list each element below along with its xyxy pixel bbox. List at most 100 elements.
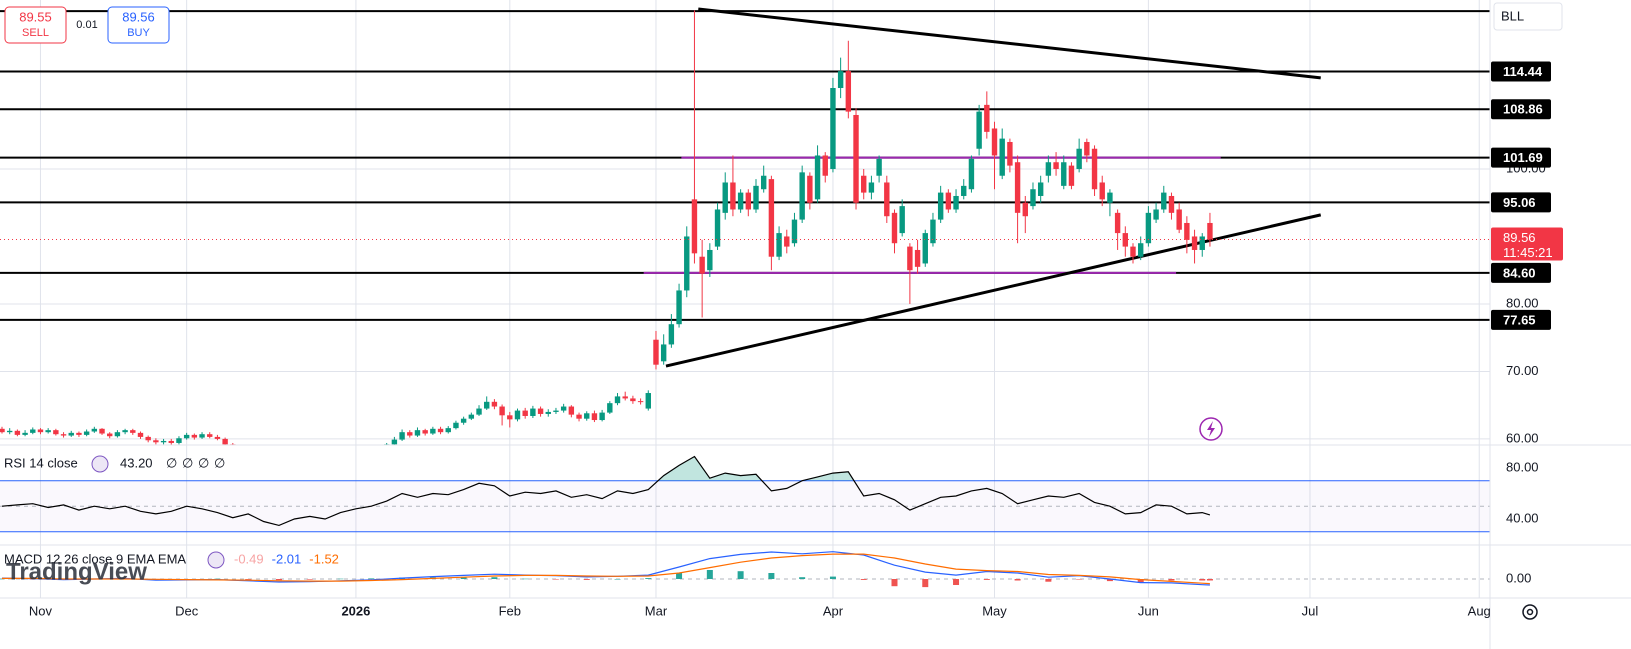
- candle-body: [637, 401, 644, 403]
- x-tick-label: Nov: [29, 603, 53, 618]
- level-label-box: [1491, 61, 1551, 82]
- candle-body: [1122, 233, 1129, 247]
- candle-body: [0, 428, 5, 433]
- candle-body: [145, 436, 151, 441]
- candle-body: [1045, 162, 1052, 176]
- candle-body: [1037, 182, 1044, 196]
- candle-body: [968, 158, 975, 190]
- candle-body: [238, 448, 243, 451]
- candle-body: [414, 430, 421, 436]
- level-label: 108.86: [1503, 102, 1543, 117]
- candle-body: [876, 158, 882, 176]
- last-price-label: 89.56: [1503, 230, 1536, 245]
- buy-button[interactable]: [107, 6, 170, 44]
- macd-histogram-bar: [1014, 579, 1021, 581]
- candle-body: [814, 155, 821, 200]
- candle-body: [1176, 209, 1182, 230]
- rsi-extra-label: ∅: [166, 455, 177, 470]
- macd-histogram-bar: [1076, 579, 1083, 580]
- candle-body: [491, 401, 498, 407]
- candle-body: [176, 438, 182, 443]
- candle-body: [937, 192, 944, 220]
- x-tick-label: May: [982, 603, 1007, 618]
- macd-histogram-bar: [368, 578, 375, 580]
- candle-body: [907, 246, 913, 271]
- macd-histogram-bar: [583, 579, 590, 580]
- candle-body: [130, 430, 136, 433]
- candle-body: [1199, 236, 1205, 250]
- candle-body: [168, 440, 174, 443]
- candle-body: [468, 414, 475, 419]
- level-label: 95.06: [1503, 195, 1536, 210]
- candle-body: [530, 408, 536, 416]
- candle-body: [437, 428, 444, 433]
- candle-body: [837, 71, 844, 89]
- candle-body: [338, 450, 343, 452]
- candle-body: [207, 434, 213, 437]
- candle-body: [599, 412, 605, 421]
- candle-body: [1107, 192, 1113, 203]
- candle-body: [153, 440, 159, 443]
- candle-body: [269, 453, 274, 455]
- candle-body: [261, 452, 266, 455]
- candle-body: [691, 199, 698, 254]
- macd-title: MACD 12 26 close 9 EMA EMA: [4, 551, 186, 566]
- y-tick-label: 80.00: [1506, 459, 1539, 474]
- candle-body: [1184, 222, 1190, 240]
- candle-body: [183, 434, 190, 439]
- candle-body: [737, 192, 744, 210]
- price-pane: [0, 7, 1490, 456]
- buy-label: BUY: [127, 27, 150, 39]
- candle-body: [776, 233, 782, 257]
- macd-histogram-bar: [1106, 579, 1113, 582]
- candle-body: [484, 401, 490, 409]
- sell-label: SELL: [22, 27, 49, 39]
- y-tick-label: 0.00: [1506, 570, 1531, 585]
- candle-body: [1084, 141, 1090, 156]
- candle-body: [868, 182, 875, 193]
- candle-body: [553, 410, 559, 412]
- symbol: BLL: [1501, 8, 1524, 23]
- x-tick-label: Mar: [645, 603, 668, 618]
- candle-body: [930, 219, 936, 244]
- candle-body: [522, 410, 528, 416]
- candle-body: [1061, 162, 1067, 186]
- macd-histogram-bar: [522, 578, 529, 580]
- candle-body: [991, 128, 998, 156]
- candle-body: [591, 413, 598, 421]
- candle-body: [730, 182, 736, 210]
- countdown-label: 11:45:21: [1503, 245, 1553, 260]
- level-label-box: [1491, 99, 1551, 120]
- rsi-extra-label: ∅: [214, 455, 225, 470]
- candle-body: [253, 449, 258, 452]
- sell-button[interactable]: [4, 6, 67, 44]
- candle-body: [976, 111, 982, 149]
- symbol-box[interactable]: [1493, 2, 1563, 31]
- candle-body: [861, 175, 867, 193]
- candle-body: [376, 447, 381, 449]
- macd-histogram-bar: [245, 579, 252, 580]
- settings-icon[interactable]: [1522, 604, 1538, 620]
- candle-body: [199, 434, 205, 438]
- macd-histogram-bar: [614, 579, 621, 580]
- macd-histogram-bar: [491, 577, 498, 580]
- candle-body: [753, 185, 759, 210]
- axis-layer: Nov Dec 2026 Feb Mar Apr May Jun Jul Aug 60.00 70.0…: [29, 61, 1563, 618]
- candle-body: [745, 192, 752, 210]
- y-tick-label: 40.00: [1506, 510, 1539, 525]
- indicator-icon[interactable]: [207, 551, 225, 569]
- candle-body: [622, 396, 628, 399]
- macd-histogram-bar: [1168, 579, 1175, 581]
- macd-histogram-bar: [891, 579, 898, 587]
- candle-body: [214, 436, 221, 439]
- indicator-icon[interactable]: [91, 455, 109, 473]
- macd-histogram-bar: [1206, 579, 1213, 581]
- candle-body: [760, 175, 767, 190]
- candle-body: [853, 114, 859, 203]
- candle-body: [707, 249, 713, 271]
- candle-body: [430, 428, 436, 434]
- macd-histogram-bar: [1199, 579, 1206, 581]
- candle-body: [307, 454, 312, 456]
- level-label: 101.69: [1503, 150, 1543, 165]
- candle-body: [1207, 222, 1213, 240]
